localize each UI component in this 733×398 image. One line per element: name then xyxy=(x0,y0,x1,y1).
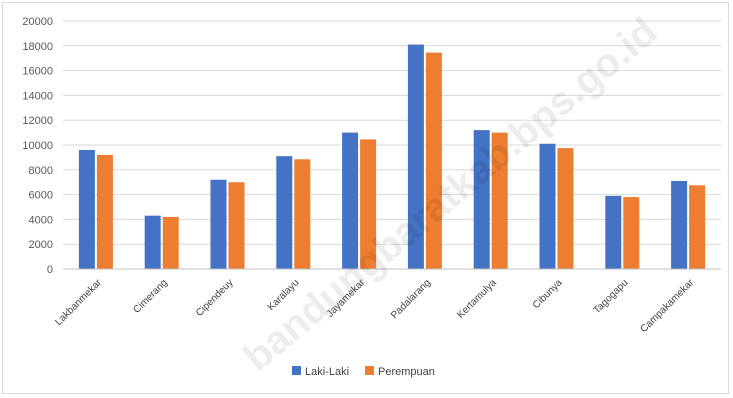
legend-label-laki-laki: Laki-Laki xyxy=(305,366,349,378)
bar-chart: 0 2000 4000 6000 8000 10000 12000 14000 16000 180… xyxy=(22,9,721,380)
category-label-lakbanmekar: Lakbanmekar xyxy=(53,277,104,328)
y-tick-label: 10000 xyxy=(22,140,53,152)
y-tick-label: 14000 xyxy=(22,90,53,102)
bar-laki-laki-lakbanmekar xyxy=(78,149,95,269)
bar-perempuan-tagogapu xyxy=(623,197,640,269)
category-label-padalarang: Padalarang xyxy=(389,277,433,321)
category-label-cibunya: Cibunya xyxy=(531,277,565,311)
bar-perempuan-cipendeuy xyxy=(228,182,245,269)
bar-perempuan-jayamekar xyxy=(360,139,377,269)
y-tick-label: 4000 xyxy=(29,214,53,226)
bar-perempuan-campakamekar xyxy=(689,185,706,269)
bar-laki-laki-cimerang xyxy=(144,215,161,269)
bars xyxy=(78,44,706,270)
category-label-kertamulya: Kertamulya xyxy=(455,277,499,321)
bar-laki-laki-kertamulya xyxy=(473,130,490,269)
legend: Laki-Laki Perempuan xyxy=(292,366,435,378)
bar-perempuan-kertamulya xyxy=(491,132,508,269)
y-tick-label: 16000 xyxy=(22,66,53,78)
bar-laki-laki-cipendeuy xyxy=(210,179,227,269)
bar-laki-laki-campakamekar xyxy=(671,180,688,269)
bar-laki-laki-padalarang xyxy=(407,44,424,270)
y-axis-ticks: 0 2000 4000 6000 8000 10000 12000 14000 16000 180… xyxy=(22,16,53,276)
bar-perempuan-lakbanmekar xyxy=(96,154,113,269)
y-tick-label: 2000 xyxy=(29,239,53,251)
category-label-campakamekar: Campakamekar xyxy=(639,277,697,335)
y-tick-label: 20000 xyxy=(22,16,53,28)
category-label-cimerang: Cimerang xyxy=(131,277,169,315)
chart-frame: 0 2000 4000 6000 8000 10000 12000 14000 16000 180… xyxy=(2,2,729,394)
bar-laki-laki-karalayu xyxy=(276,156,293,269)
category-label-cipendeuy: Cipendeuy xyxy=(194,277,236,319)
category-label-tagogapu: Tagogapu xyxy=(592,277,631,316)
bar-perempuan-cimerang xyxy=(162,216,179,269)
legend-swatch-perempuan xyxy=(365,366,374,375)
bar-perempuan-padalarang xyxy=(425,52,442,270)
bar-laki-laki-jayamekar xyxy=(342,132,359,269)
y-tick-label: 0 xyxy=(47,264,53,276)
bar-perempuan-cibunya xyxy=(557,148,574,269)
bar-laki-laki-tagogapu xyxy=(605,195,622,269)
y-tick-label: 18000 xyxy=(22,41,53,53)
y-tick-label: 8000 xyxy=(29,165,53,177)
legend-swatch-laki-laki xyxy=(292,366,301,375)
y-tick-label: 6000 xyxy=(29,190,53,202)
legend-label-perempuan: Perempuan xyxy=(378,366,435,378)
bar-perempuan-karalayu xyxy=(294,159,311,269)
y-tick-label: 12000 xyxy=(22,115,53,127)
bar-laki-laki-cibunya xyxy=(539,143,556,269)
